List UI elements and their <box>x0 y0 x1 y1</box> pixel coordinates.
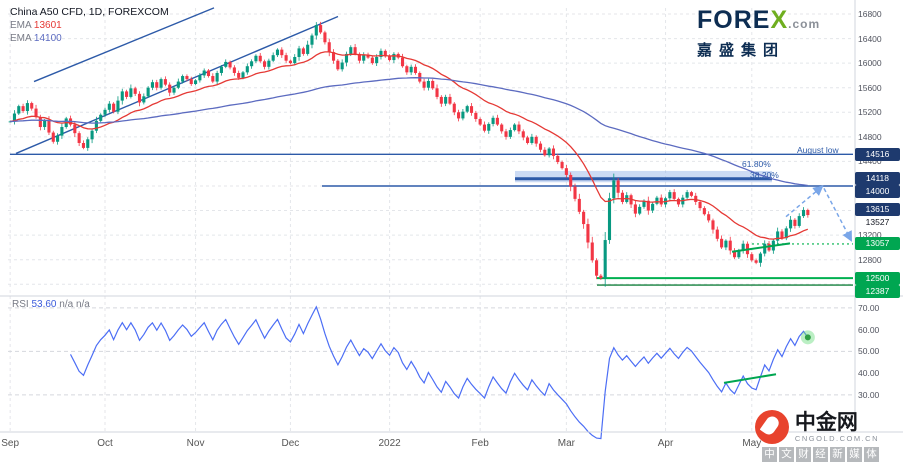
chart-window: China A50 CFD, 1D, FOREXCOM EMA 13601 EM… <box>0 0 903 464</box>
candlestick-chart-canvas[interactable] <box>0 0 903 464</box>
